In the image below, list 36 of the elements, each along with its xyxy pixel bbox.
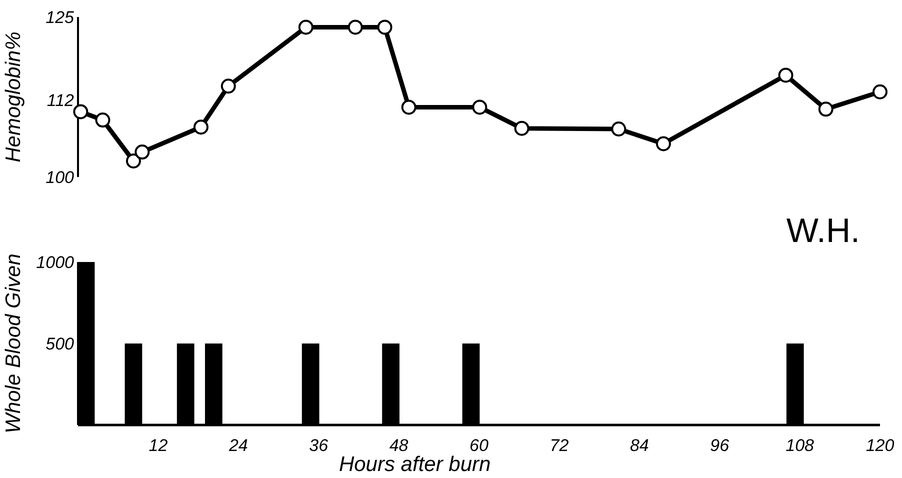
x-tick-label: 60 (470, 436, 489, 455)
point (95, 112, 110, 128)
point (377, 20, 392, 35)
x-tick-label: 24 (228, 436, 248, 455)
point (872, 84, 888, 100)
point (778, 68, 794, 83)
point (514, 120, 530, 136)
y-axis-title: Whole Blood Given (2, 254, 25, 434)
text: W.H. (786, 212, 860, 250)
x-tick-label: 84 (630, 436, 649, 455)
y-tick-label: 1000 (36, 252, 75, 272)
x-tick-label: 96 (710, 436, 730, 455)
y-axis-title: Hemoglobin% (2, 32, 25, 162)
x-tick-label: 108 (786, 436, 815, 455)
point (472, 100, 488, 115)
point (611, 122, 626, 136)
x-tick-label: 48 (389, 436, 409, 455)
x-tick-label: 36 (309, 436, 329, 455)
y-tick-label: 125 (46, 8, 75, 27)
point (656, 136, 671, 152)
x-tick-label: 120 (866, 436, 895, 455)
point (193, 120, 208, 135)
y-tick-label: 500 (46, 334, 75, 354)
x-tick-label: 72 (550, 436, 570, 455)
point (73, 104, 88, 120)
y-tick-label: 112 (46, 91, 75, 110)
point (401, 100, 416, 115)
point (818, 102, 834, 117)
point (134, 144, 150, 160)
x-tick-label: 12 (148, 436, 168, 455)
point (348, 20, 363, 35)
y-tick-label: 100 (46, 168, 75, 187)
x-axis-title: Hours after burn (338, 453, 491, 476)
point (126, 154, 141, 168)
point (298, 20, 314, 35)
point (220, 78, 236, 94)
